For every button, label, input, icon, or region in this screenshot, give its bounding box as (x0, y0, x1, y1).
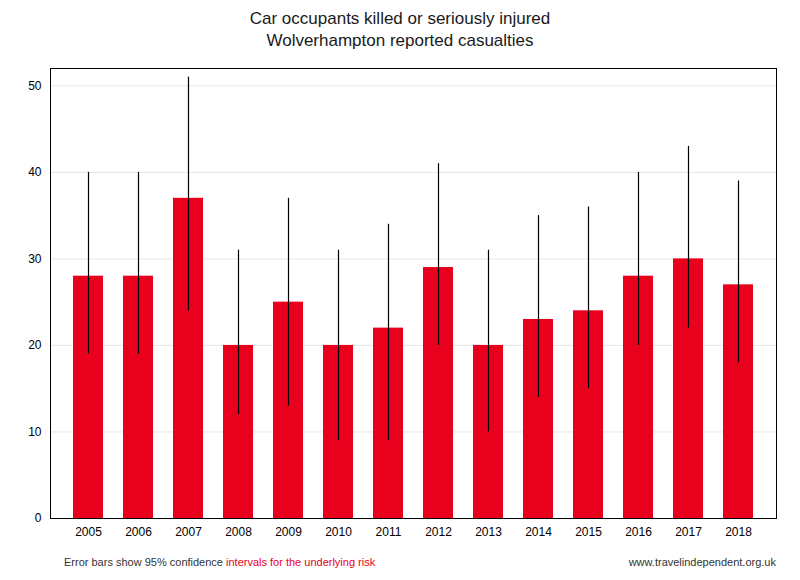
svg-text:2013: 2013 (475, 525, 502, 539)
svg-text:2008: 2008 (225, 525, 252, 539)
svg-text:40: 40 (28, 165, 42, 179)
svg-text:50: 50 (28, 79, 42, 93)
svg-text:2014: 2014 (525, 525, 552, 539)
svg-text:10: 10 (28, 425, 42, 439)
html-text:Car occupants killed or seriou: Car occupants killed or seriously injure… (249, 9, 551, 51)
html-text:Error bars show 95% confidence: Error bars show 95% confidence intervals… (64, 556, 376, 569)
svg-text:30: 30 (28, 252, 42, 266)
html-text:www.travelindependent.org.uk: www.travelindependent.org.uk (628, 556, 776, 569)
svg-text:2012: 2012 (425, 525, 452, 539)
svg-text:2005: 2005 (75, 525, 102, 539)
svg-text:2007: 2007 (175, 525, 202, 539)
svg-text:2006: 2006 (125, 525, 152, 539)
svg-text:2016: 2016 (625, 525, 652, 539)
svg-text:2017: 2017 (675, 525, 702, 539)
svg-text:2010: 2010 (325, 525, 352, 539)
svg-text:2015: 2015 (575, 525, 602, 539)
svg-text:2009: 2009 (275, 525, 302, 539)
svg-text:0: 0 (35, 512, 42, 526)
svg-text:2011: 2011 (376, 525, 402, 539)
svg-text:20: 20 (28, 338, 42, 352)
svg-text:2018: 2018 (725, 525, 752, 539)
